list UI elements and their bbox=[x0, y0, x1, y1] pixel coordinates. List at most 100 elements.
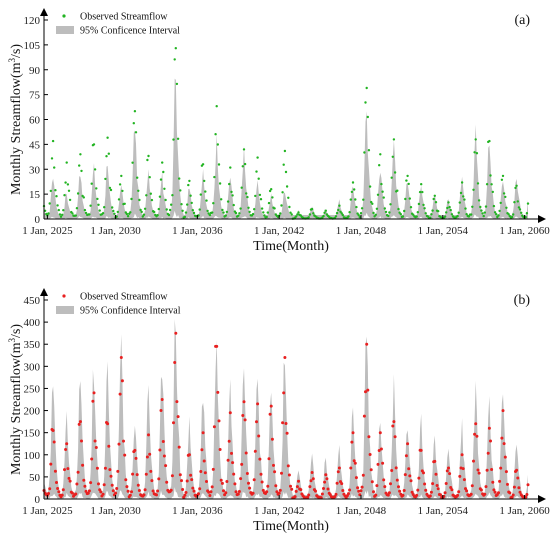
observed-point bbox=[351, 181, 355, 184]
observed-point bbox=[490, 468, 494, 471]
observed-point bbox=[67, 476, 71, 480]
observed-point bbox=[75, 207, 79, 210]
observed-point bbox=[137, 189, 140, 192]
observed-point bbox=[374, 493, 378, 497]
observed-point bbox=[78, 164, 81, 167]
observed-point bbox=[51, 139, 55, 143]
x-tick-label: 1 Jan, 2036 bbox=[172, 505, 223, 517]
observed-point bbox=[513, 201, 516, 204]
observed-point bbox=[63, 194, 66, 197]
observed-point bbox=[220, 481, 224, 485]
observed-point bbox=[271, 196, 274, 199]
observed-point bbox=[469, 492, 473, 496]
observed-point bbox=[190, 201, 193, 205]
observed-point bbox=[108, 468, 112, 472]
observed-point bbox=[265, 490, 269, 494]
observed-point bbox=[238, 212, 241, 215]
observed-point bbox=[445, 211, 448, 214]
observed-point bbox=[445, 469, 449, 473]
y-tick-label: 0 bbox=[35, 494, 41, 506]
legend-observed-label: Observed Streamflow bbox=[80, 292, 168, 303]
chart-panel-b: 0 50 100 150 200 250 300 350 400 450 1 Jan, 2025 1 … bbox=[7, 288, 550, 534]
observed-point bbox=[450, 488, 454, 492]
observed-point bbox=[226, 200, 230, 203]
observed-point bbox=[61, 488, 65, 492]
observed-point bbox=[299, 488, 303, 492]
observed-point bbox=[243, 418, 247, 422]
observed-point bbox=[415, 215, 418, 218]
confidence-band bbox=[44, 319, 528, 499]
observed-point bbox=[443, 215, 447, 218]
observed-point bbox=[405, 179, 408, 182]
observed-point bbox=[449, 208, 452, 212]
observed-point bbox=[135, 473, 139, 477]
observed-point bbox=[430, 213, 433, 216]
observed-point bbox=[231, 194, 234, 197]
observed-point bbox=[424, 212, 427, 215]
observed-point bbox=[401, 493, 405, 497]
observed-point bbox=[237, 214, 240, 217]
observed-point bbox=[77, 422, 81, 426]
observed-point bbox=[435, 484, 439, 487]
observed-point bbox=[257, 177, 260, 180]
observed-point bbox=[393, 435, 397, 439]
observed-point bbox=[131, 161, 134, 164]
observed-point bbox=[197, 492, 200, 496]
observed-point bbox=[497, 491, 500, 495]
observed-point bbox=[320, 492, 324, 496]
observed-point bbox=[297, 479, 300, 483]
observed-point bbox=[67, 189, 71, 192]
observed-point bbox=[175, 400, 179, 404]
observed-point bbox=[497, 214, 500, 217]
observed-point bbox=[490, 183, 493, 186]
observed-point bbox=[113, 212, 116, 215]
observed-point bbox=[216, 143, 219, 146]
observed-point bbox=[101, 492, 105, 496]
x-tick-label: 1 Jan, 2042 bbox=[254, 225, 304, 237]
observed-point bbox=[174, 47, 177, 50]
observed-point bbox=[366, 388, 370, 392]
observed-point bbox=[150, 198, 154, 202]
observed-point bbox=[294, 489, 298, 493]
observed-point bbox=[173, 361, 177, 364]
observed-point bbox=[75, 482, 79, 486]
observed-point bbox=[80, 169, 83, 173]
observed-point bbox=[64, 448, 68, 451]
observed-point bbox=[295, 215, 298, 218]
observed-point bbox=[270, 188, 273, 191]
observed-point bbox=[251, 491, 255, 495]
observed-point bbox=[118, 183, 122, 186]
observed-point bbox=[143, 488, 147, 492]
observed-point bbox=[92, 391, 96, 395]
observed-point bbox=[500, 178, 504, 181]
observed-point bbox=[212, 202, 215, 205]
observed-point bbox=[462, 195, 465, 198]
observed-point bbox=[476, 468, 480, 472]
observed-point bbox=[372, 490, 375, 494]
observed-point bbox=[130, 490, 133, 494]
observed-point bbox=[206, 209, 209, 213]
observed-point bbox=[208, 494, 212, 497]
observed-point bbox=[130, 197, 133, 201]
observed-point bbox=[362, 198, 365, 201]
observed-point bbox=[447, 466, 450, 470]
panel-label: (b) bbox=[514, 293, 531, 308]
observed-point bbox=[49, 189, 52, 193]
observed-point bbox=[364, 101, 367, 104]
observed-point bbox=[465, 213, 468, 216]
observed-point bbox=[498, 479, 502, 483]
observed-point bbox=[515, 468, 519, 472]
observed-point bbox=[92, 143, 96, 146]
observed-point bbox=[268, 189, 272, 193]
observed-point bbox=[134, 131, 138, 134]
observed-point bbox=[248, 486, 252, 490]
observed-point bbox=[288, 205, 291, 209]
observed-point bbox=[159, 409, 163, 412]
observed-point bbox=[354, 198, 357, 201]
observed-point bbox=[245, 472, 249, 475]
observed-point bbox=[213, 175, 216, 179]
observed-point bbox=[307, 216, 310, 219]
observed-point bbox=[335, 481, 339, 485]
observed-point bbox=[407, 467, 411, 471]
observed-point bbox=[216, 390, 220, 394]
